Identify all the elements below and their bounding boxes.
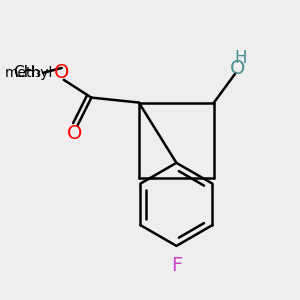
Text: O: O — [230, 59, 245, 78]
Text: CH₃: CH₃ — [13, 65, 41, 80]
Text: F: F — [171, 256, 182, 275]
Text: methyl: methyl — [5, 66, 53, 80]
Text: O: O — [54, 63, 69, 82]
Text: H: H — [234, 49, 247, 67]
Text: O: O — [67, 124, 82, 143]
